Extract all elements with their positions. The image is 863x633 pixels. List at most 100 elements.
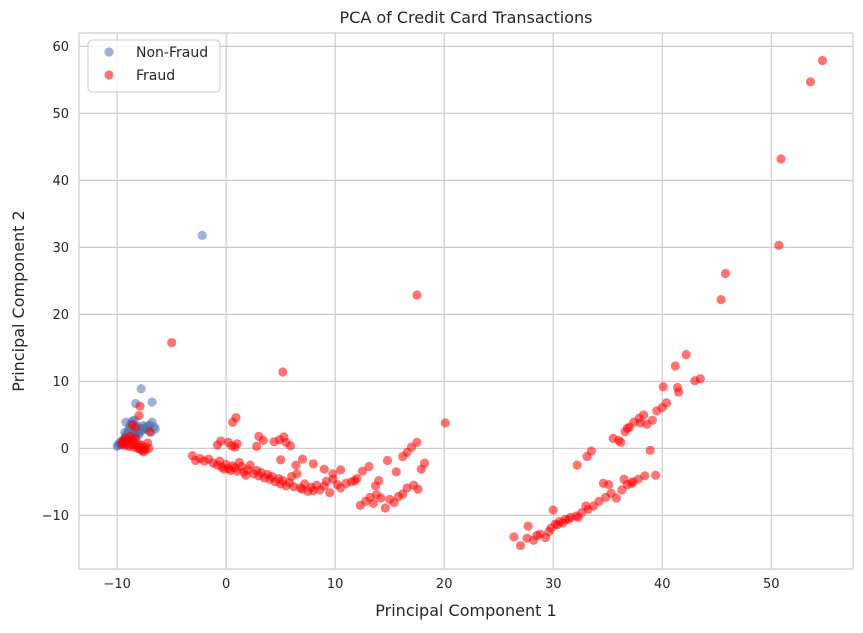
scatter-point <box>672 382 683 393</box>
scatter-point <box>440 418 450 428</box>
scatter-point <box>232 439 242 449</box>
scatter-point <box>515 540 526 551</box>
legend-box <box>87 39 221 93</box>
scatter-point <box>413 484 423 494</box>
x-tick-label: 30 <box>545 577 562 592</box>
scatter-point <box>370 481 381 491</box>
legend: Non-Fraud Fraud <box>87 39 221 93</box>
scatter-point <box>245 460 255 470</box>
y-tick-label: −10 <box>42 509 69 524</box>
scatter-point <box>325 488 335 498</box>
chart-title: PCA of Credit Card Transactions <box>340 8 593 27</box>
scatter-point <box>308 459 318 469</box>
series-fraud <box>116 55 828 551</box>
scatter-point <box>252 441 262 451</box>
scatter-point <box>619 474 629 484</box>
scatter-point <box>635 418 646 428</box>
scatter-point <box>134 410 144 421</box>
scatter-point <box>774 240 784 250</box>
scatter-point <box>147 397 157 407</box>
scatter-point <box>622 423 632 433</box>
legend-marker <box>104 70 114 80</box>
y-tick-label: 40 <box>52 174 69 189</box>
scatter-point <box>681 350 691 360</box>
scatter-point <box>412 290 422 300</box>
y-tick-label: 10 <box>52 375 69 390</box>
scatter-point <box>611 493 622 503</box>
scatter-point <box>627 478 637 488</box>
y-tick-label: 50 <box>52 107 69 122</box>
scatter-point <box>581 501 591 511</box>
scatter-point <box>658 382 668 392</box>
y-tick-label: 60 <box>52 40 69 55</box>
scatter-point <box>552 520 563 530</box>
scatter-point <box>645 445 655 456</box>
scatter-point <box>380 503 390 513</box>
scatter-point <box>135 401 145 411</box>
scatter-point <box>258 435 268 445</box>
scatter-point <box>640 471 650 481</box>
scatter-point <box>639 410 649 420</box>
scatter-point <box>532 530 542 541</box>
scatter-point <box>544 526 554 537</box>
x-tick-label: 40 <box>654 577 671 592</box>
scatter-point <box>720 268 731 279</box>
scatter-point <box>336 465 346 475</box>
scatter-point <box>604 479 614 490</box>
scatter-point <box>572 460 582 470</box>
scatter-point <box>382 455 393 466</box>
y-tick-label: 20 <box>52 308 69 323</box>
scatter-point <box>291 460 301 470</box>
scatter-point <box>145 427 155 437</box>
scatter-point <box>805 77 816 87</box>
scatter-point <box>376 493 386 503</box>
scatter-point <box>412 437 422 447</box>
scatter-point <box>167 337 177 348</box>
legend-label: Fraud <box>136 68 175 84</box>
scatter-point <box>131 422 141 432</box>
tick-labels: −10 0 10 20 30 40 50 −10 0 10 20 30 40 50 60 <box>42 40 780 592</box>
scatter-point <box>136 384 146 394</box>
scatter-point <box>586 446 596 456</box>
scatter-point <box>364 461 374 472</box>
scatter-point <box>328 469 338 479</box>
scatter-point <box>573 512 583 523</box>
scatter-point <box>276 455 286 465</box>
scatter-point <box>138 421 148 431</box>
scatter-point <box>144 443 154 453</box>
scatter-point <box>212 440 223 450</box>
scatter-point <box>197 230 207 240</box>
scatter-point <box>716 295 726 305</box>
x-tick-label: 50 <box>763 577 780 592</box>
scatter-point <box>368 498 378 508</box>
x-tick-label: 20 <box>436 577 453 592</box>
scatter-point <box>548 505 558 515</box>
legend-marker <box>104 47 114 57</box>
scatter-point <box>817 55 828 66</box>
scatter-point <box>509 532 519 542</box>
scatter-point <box>670 361 680 371</box>
x-tick-label: 0 <box>222 577 230 592</box>
scatter-point <box>350 475 360 486</box>
grid-lines <box>79 33 853 569</box>
scatter-point <box>292 469 302 479</box>
scatter-point <box>357 466 368 476</box>
scatter-point <box>419 458 430 468</box>
y-tick-label: 30 <box>52 241 69 256</box>
scatter-point <box>523 521 533 531</box>
scatter-point <box>297 454 308 464</box>
scatter-point <box>563 514 574 525</box>
scatter-point <box>647 415 658 425</box>
y-tick-label: 0 <box>61 442 69 457</box>
scatter-point <box>614 435 624 445</box>
scatter-point <box>278 367 288 377</box>
x-tick-label: −10 <box>103 577 130 592</box>
scatter-point <box>695 374 705 384</box>
scatter-point <box>661 398 672 408</box>
scatter-point <box>391 467 401 477</box>
scatter-point <box>319 464 329 474</box>
y-axis-label: Principal Component 2 <box>9 210 28 391</box>
data-points <box>112 55 828 551</box>
scatter-point <box>776 154 786 164</box>
